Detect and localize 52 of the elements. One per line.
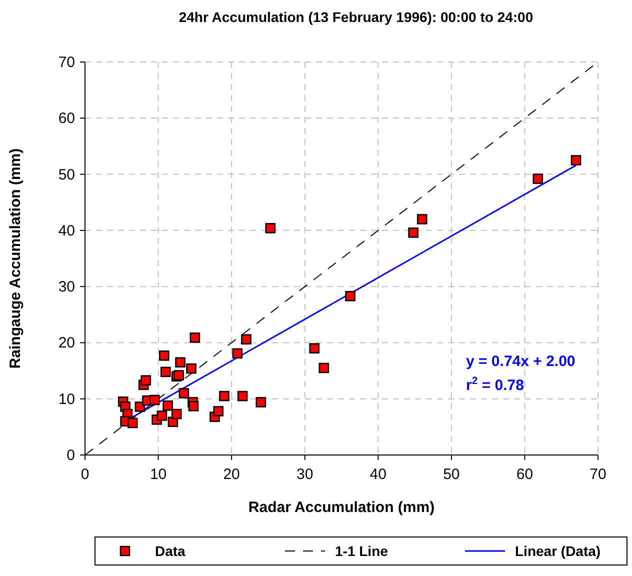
point — [213, 406, 224, 416]
point — [149, 394, 160, 406]
point — [175, 357, 186, 368]
y-tick-label: 20 — [58, 334, 75, 352]
x-tick-label: 10 — [150, 466, 167, 483]
y-tick-label: 70 — [58, 54, 75, 71]
point — [186, 363, 196, 374]
point — [232, 348, 243, 359]
x-tick-label: 40 — [370, 466, 386, 483]
chart-title: 24hr Accumulation (13 February 1996): 00:00 to 24:00 — [178, 9, 534, 25]
y-tick-label: 50 — [58, 166, 75, 184]
x-axis-title: Radar Accumulation (mm) — [248, 499, 435, 516]
y-axis-title: Raingauge Accumulation (mm) — [7, 148, 24, 369]
point — [237, 390, 248, 402]
point — [241, 334, 252, 344]
point — [156, 410, 168, 421]
point — [318, 362, 330, 374]
point — [408, 228, 418, 238]
y-tick-label: 30 — [58, 278, 75, 296]
x-tick-label: 20 — [223, 466, 240, 483]
point — [256, 397, 266, 408]
point — [190, 332, 200, 343]
point — [171, 408, 182, 420]
point — [160, 366, 171, 378]
point — [265, 223, 276, 234]
annotation: r$^{2}$ = 0.78 — [466, 375, 524, 394]
x-tick-label: 60 — [516, 466, 534, 483]
point — [178, 388, 190, 398]
point — [188, 401, 199, 412]
x-tick-label: 70 — [590, 466, 606, 483]
point — [159, 350, 170, 361]
annotation: y = 0.74x + 2.00 — [466, 353, 576, 370]
point — [140, 375, 151, 386]
point — [309, 343, 320, 354]
point — [127, 418, 138, 428]
point — [162, 400, 173, 411]
point — [532, 174, 544, 184]
y-tick-label: 10 — [58, 390, 75, 408]
legend-label: Data — [155, 543, 186, 559]
x-tick-label: 50 — [443, 466, 460, 483]
legend-label: Linear (Data) — [515, 543, 601, 559]
y-tick-label: 0 — [66, 447, 75, 464]
y-tick-label: 60 — [58, 110, 75, 128]
legend-label: 1-1 Line — [335, 543, 388, 559]
point — [570, 155, 582, 166]
y-tick-label: 40 — [58, 222, 75, 240]
point — [345, 290, 356, 302]
x-tick-label: 30 — [296, 466, 314, 483]
x-tick-label: 0 — [80, 466, 90, 483]
point — [219, 390, 230, 402]
point — [174, 370, 184, 380]
point — [416, 214, 428, 224]
